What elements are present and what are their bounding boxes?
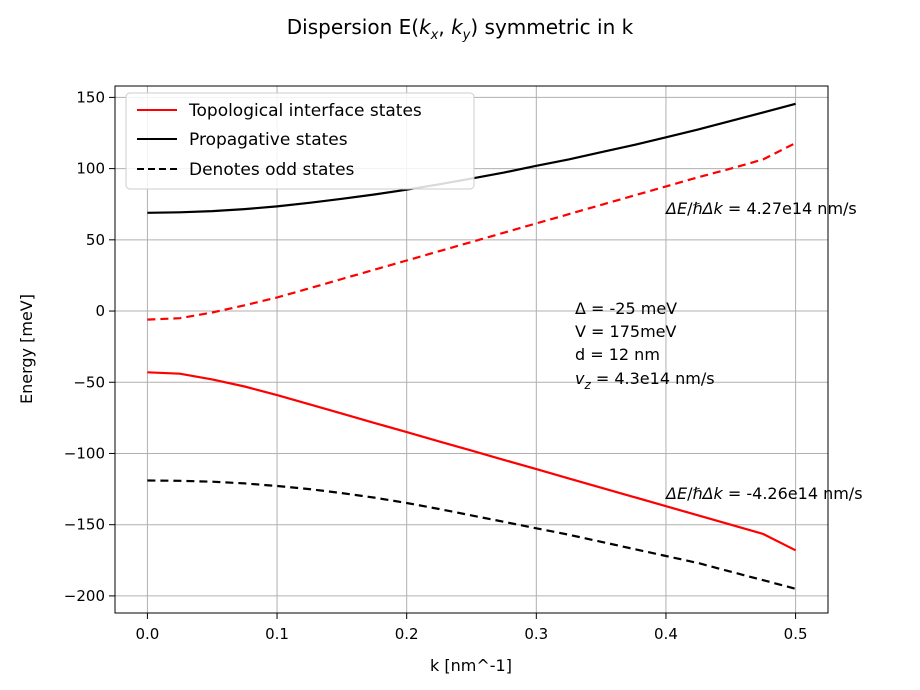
y-tick-label: 50	[86, 231, 105, 249]
y-tick-label: −150	[64, 516, 105, 534]
annotation-slope-lower: ΔE/ℏΔk = -4.26e14 nm/s	[664, 484, 863, 503]
x-tick-label: 0.0	[135, 625, 159, 643]
annotation-param-vz: vz = 4.3e14 nm/s	[575, 369, 715, 392]
y-tick-label: −100	[64, 444, 105, 462]
y-tick-label: 150	[76, 88, 105, 106]
legend-label-topological: Topological interface states	[188, 101, 422, 121]
annotation-slope-upper: ΔE/ℏΔk = 4.27e14 nm/s	[664, 199, 857, 218]
legend: Topological interface states Propagative…	[125, 92, 475, 190]
series-line-topological-solid	[147, 371, 797, 552]
y-axis-label: Energy [meV]	[17, 294, 36, 404]
annotation-param-d: d = 12 nm	[575, 345, 660, 364]
annotation-param-delta: Δ = -25 meV	[575, 299, 677, 318]
legend-label-odd: Denotes odd states	[189, 160, 355, 180]
plot-frame	[114, 85, 829, 614]
ticks: 0.0 0.1 0.2 0.3 0.4 0.5 150 100 50 0 −50 −100 −150 −2…	[64, 88, 808, 643]
annotation-parameters: Δ = -25 meV V = 175meV d = 12 nm vz = 4.…	[575, 299, 715, 392]
y-tick-label: −50	[73, 373, 105, 391]
series-line-topological-dashed	[147, 142, 797, 321]
y-tick-label: 0	[95, 302, 105, 320]
x-tick-label: 0.2	[395, 625, 419, 643]
legend-box	[125, 92, 475, 190]
series-line-propagative-dashed	[147, 479, 796, 590]
x-axis-label: k [nm^-1]	[430, 656, 512, 675]
x-tick-label: 0.5	[784, 625, 808, 643]
x-tick-label: 0.4	[654, 625, 678, 643]
legend-label-propagative: Propagative states	[189, 130, 348, 150]
annotation-param-v: V = 175meV	[575, 322, 676, 341]
grid	[115, 86, 828, 613]
y-tick-label: 100	[76, 160, 105, 178]
chart-title: Dispersion E(kx, ky) symmetric in k	[287, 15, 634, 43]
x-tick-label: 0.3	[524, 625, 548, 643]
y-tick-label: −200	[64, 587, 105, 605]
x-tick-label: 0.1	[265, 625, 289, 643]
